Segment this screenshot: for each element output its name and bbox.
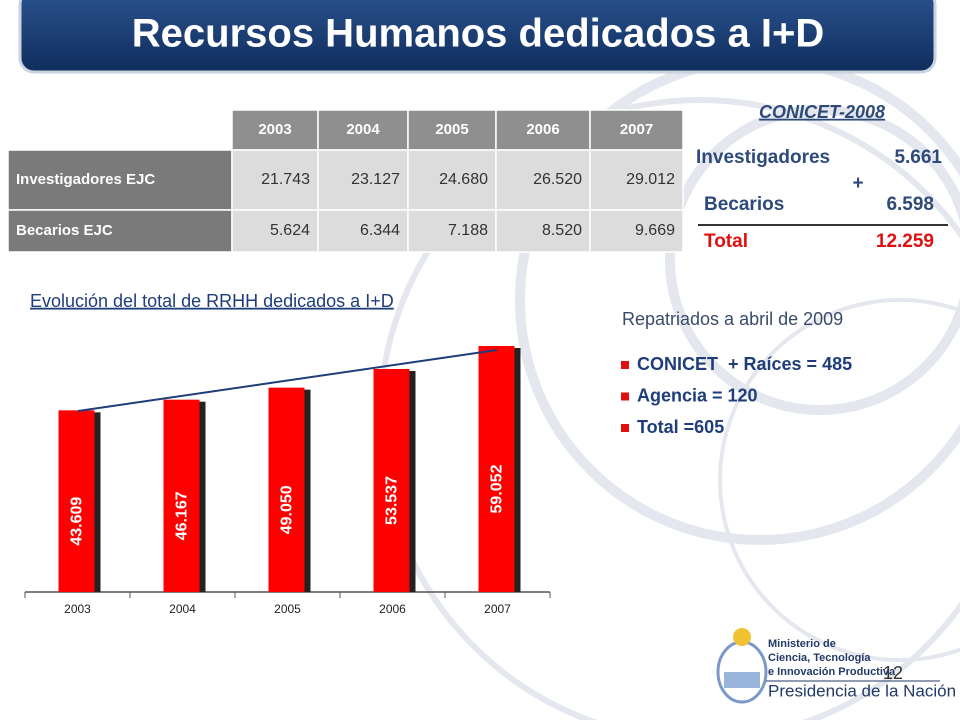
ministry-line: e Innovación Productiva: [768, 666, 896, 678]
cell: [495, 209, 591, 253]
row-header: Investigadores EJC: [16, 171, 155, 188]
bullet: [621, 361, 629, 369]
header-cell: [317, 109, 409, 151]
value-label: 49.050: [279, 485, 296, 534]
conicet-label: Becarios: [704, 194, 784, 215]
list-item: CONICET + Raíces = 485: [637, 354, 852, 374]
list-item: Total =605: [637, 417, 724, 437]
conicet-title: CONICET-2008: [759, 102, 885, 122]
ministry-line: Ciencia, Tecnología: [768, 652, 871, 664]
title-bar: [18, 0, 937, 74]
cell: [589, 209, 684, 253]
conicet-label: Investigadores: [696, 147, 830, 168]
bullet: [621, 392, 629, 401]
header-cell: [231, 109, 319, 151]
repatriados-list: CONICET + Raíces = 485 Agencia = 120 Total…: [621, 354, 852, 437]
page-number: 12: [883, 663, 903, 683]
x-tick-label: 2005: [274, 602, 301, 616]
conicet-plus: +: [852, 173, 863, 194]
cell-value: 8.520: [542, 222, 582, 239]
row-header-cell: [7, 149, 233, 211]
cell-value: 24.680: [439, 171, 488, 188]
bullet: [621, 424, 629, 432]
cell: [589, 149, 684, 211]
title: Recursos Humanos dedicados a I+D: [132, 12, 824, 56]
value-label: 59.052: [489, 464, 506, 513]
bar: [478, 346, 515, 592]
cell-value: 7.188: [448, 222, 488, 239]
cell-value: 21.743: [261, 171, 310, 188]
cell: [231, 209, 319, 253]
column-header: 2007: [620, 121, 653, 138]
conicet-value: 6.598: [886, 194, 934, 215]
value-label: 46.167: [174, 491, 191, 540]
cell-value: 6.344: [360, 222, 400, 239]
column-header: 2003: [258, 121, 291, 138]
header-cell: [589, 109, 684, 151]
header-cell: [407, 109, 497, 151]
value-label: 43.609: [69, 497, 86, 546]
conicet-total-value: 12.259: [876, 231, 934, 252]
cell-value: 5.624: [270, 222, 310, 239]
x-tick-label: 2006: [379, 602, 406, 616]
bar: [163, 399, 200, 592]
trend-line: [77, 349, 498, 412]
list-item: Agencia = 120: [637, 385, 758, 405]
x-tick-label: 2004: [169, 602, 196, 616]
bar: [268, 387, 305, 592]
cell-value: 29.012: [626, 171, 675, 188]
bar: [58, 410, 95, 592]
cell: [317, 209, 409, 253]
cell: [495, 149, 591, 211]
cell-value: 23.127: [351, 171, 400, 188]
repatriados-title: Repatriados a abril de 2009: [622, 309, 843, 329]
bar: [373, 368, 410, 592]
cell: [407, 209, 497, 253]
x-tick-label: 2007: [484, 602, 511, 616]
data-table: 2003 2004 2005 2006 2007 Investigadores EJC 21…: [7, 109, 684, 253]
conicet-value: 5.661: [894, 147, 942, 168]
column-header: 2004: [346, 121, 380, 138]
column-header: 2006: [526, 121, 559, 138]
cell-value: 26.520: [533, 171, 582, 188]
column-header: 2005: [435, 121, 468, 138]
cell-value: 9.669: [635, 222, 675, 239]
row-header: Becarios EJC: [16, 222, 113, 239]
x-tick-label: 2003: [64, 602, 91, 616]
presidency: Presidencia de la Nación: [768, 681, 956, 700]
chart-title: Evolución del total de RRHH dedicados a …: [30, 291, 394, 311]
conicet-total-label: Total: [704, 231, 748, 252]
chart: 2003 43.609 2004 46.167 2005 49.050 2006 53.537…: [24, 346, 551, 616]
value-label: 53.537: [384, 476, 401, 525]
logo: [716, 628, 768, 704]
ministry-line: Ministerio de: [768, 638, 836, 650]
